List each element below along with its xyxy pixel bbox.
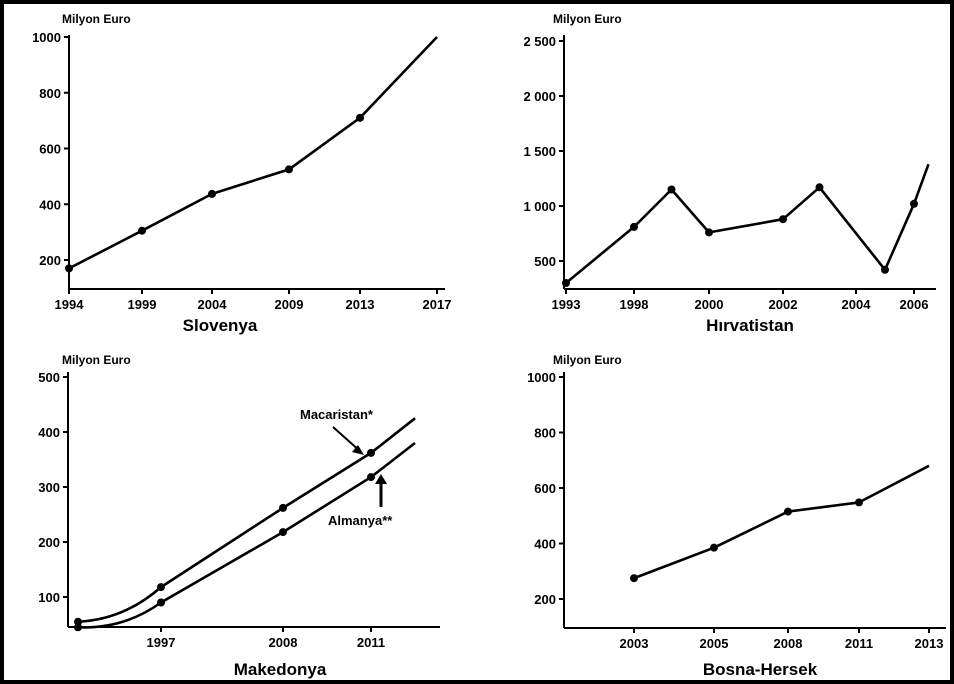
data-point (710, 543, 718, 552)
series-line (565, 163, 930, 285)
annotation-arrowhead-almanya (375, 474, 387, 484)
data-point (784, 507, 792, 516)
x-tick-label: 2011 (845, 636, 873, 651)
y-unit-label: Milyon Euro (62, 12, 131, 26)
x-tick-label: 2013 (346, 297, 375, 312)
y-tick-label: 400 (38, 425, 60, 440)
y-tick-label: 400 (39, 197, 61, 212)
chart-title: Makedonya (234, 660, 327, 679)
x-tick-label: 1998 (620, 297, 649, 312)
x-tick-label: 2008 (269, 635, 298, 650)
data-point (279, 503, 287, 512)
x-tick-label: 2011 (357, 635, 385, 650)
legend-label-macaristan: Macaristan* (300, 407, 374, 422)
x-tick-label: 2004 (842, 297, 872, 312)
y-unit-label: Milyon Euro (553, 12, 622, 26)
y-tick-label: 1000 (527, 370, 556, 385)
data-point (779, 215, 787, 224)
data-point (855, 498, 863, 507)
chart-makedonya: Milyon Euro Makedonya Macaristan* Almany… (38, 353, 440, 679)
data-point (705, 228, 713, 237)
series-line-macaristan (77, 417, 416, 624)
data-point (285, 165, 293, 174)
data-point (356, 113, 364, 122)
data-point (279, 528, 287, 537)
chart-hirvatistan: Milyon Euro Hırvatistan 500 1 000 1 500 2 0… (523, 12, 936, 335)
data-point (667, 185, 676, 194)
series-line-almanya (77, 441, 416, 629)
data-point (630, 574, 638, 583)
x-tick-label: 2009 (275, 297, 304, 312)
x-tick-label: 2004 (198, 297, 228, 312)
y-tick-label: 800 (534, 426, 556, 441)
chart-slovenya: Milyon Euro Slovenya 200 400 600 800 1000 199… (32, 12, 451, 335)
y-tick-label: 600 (39, 142, 61, 157)
y-tick-label: 500 (534, 254, 556, 269)
x-tick-label: 1994 (55, 297, 85, 312)
legend-label-almanya: Almanya** (328, 513, 393, 528)
data-point (630, 222, 638, 231)
x-tick-label: 2008 (774, 636, 803, 651)
y-tick-label: 1 500 (523, 144, 556, 159)
x-tick-label: 1997 (147, 635, 176, 650)
x-tick-label: 2003 (620, 636, 649, 651)
x-tick-label: 2013 (915, 636, 944, 651)
y-tick-label: 2 000 (523, 89, 556, 104)
chart-title: Hırvatistan (706, 316, 794, 335)
y-tick-label: 300 (38, 480, 60, 495)
x-tick-label: 2017 (423, 297, 452, 312)
y-unit-label: Milyon Euro (553, 353, 622, 367)
y-tick-label: 800 (39, 86, 61, 101)
x-tick-label: 2000 (695, 297, 724, 312)
chart-title: Bosna-Hersek (703, 660, 818, 679)
y-tick-label: 500 (38, 370, 60, 385)
series-line (633, 464, 930, 580)
x-tick-label: 1999 (128, 297, 157, 312)
chart-title: Slovenya (183, 316, 258, 335)
data-point (562, 279, 570, 287)
data-point (74, 623, 82, 632)
series-line (68, 36, 438, 270)
data-point (74, 617, 82, 626)
data-point (367, 448, 375, 457)
y-tick-label: 600 (534, 481, 556, 496)
y-tick-label: 2 500 (523, 34, 556, 49)
annotation-arrowhead-macaristan (352, 445, 364, 455)
data-point (65, 264, 73, 273)
chart-bosna-hersek: Milyon Euro Bosna-Hersek 200 400 600 800 100… (527, 353, 946, 679)
y-unit-label: Milyon Euro (62, 353, 131, 367)
y-tick-label: 200 (534, 592, 556, 607)
y-tick-label: 100 (38, 590, 60, 605)
x-tick-label: 2006 (900, 297, 929, 312)
x-tick-label: 2002 (769, 297, 798, 312)
x-tick-label: 1993 (552, 297, 581, 312)
y-tick-label: 1000 (32, 30, 61, 45)
data-point (208, 189, 216, 198)
data-point (815, 183, 824, 192)
data-point (367, 473, 375, 482)
y-tick-label: 400 (534, 537, 556, 552)
x-tick-label: 2005 (700, 636, 729, 651)
data-point (881, 265, 889, 274)
y-tick-label: 200 (38, 535, 60, 550)
y-tick-label: 200 (39, 253, 61, 268)
data-point (157, 583, 165, 592)
data-point (910, 199, 918, 208)
data-point (157, 598, 165, 607)
data-point (138, 226, 146, 235)
y-tick-label: 1 000 (523, 199, 556, 214)
